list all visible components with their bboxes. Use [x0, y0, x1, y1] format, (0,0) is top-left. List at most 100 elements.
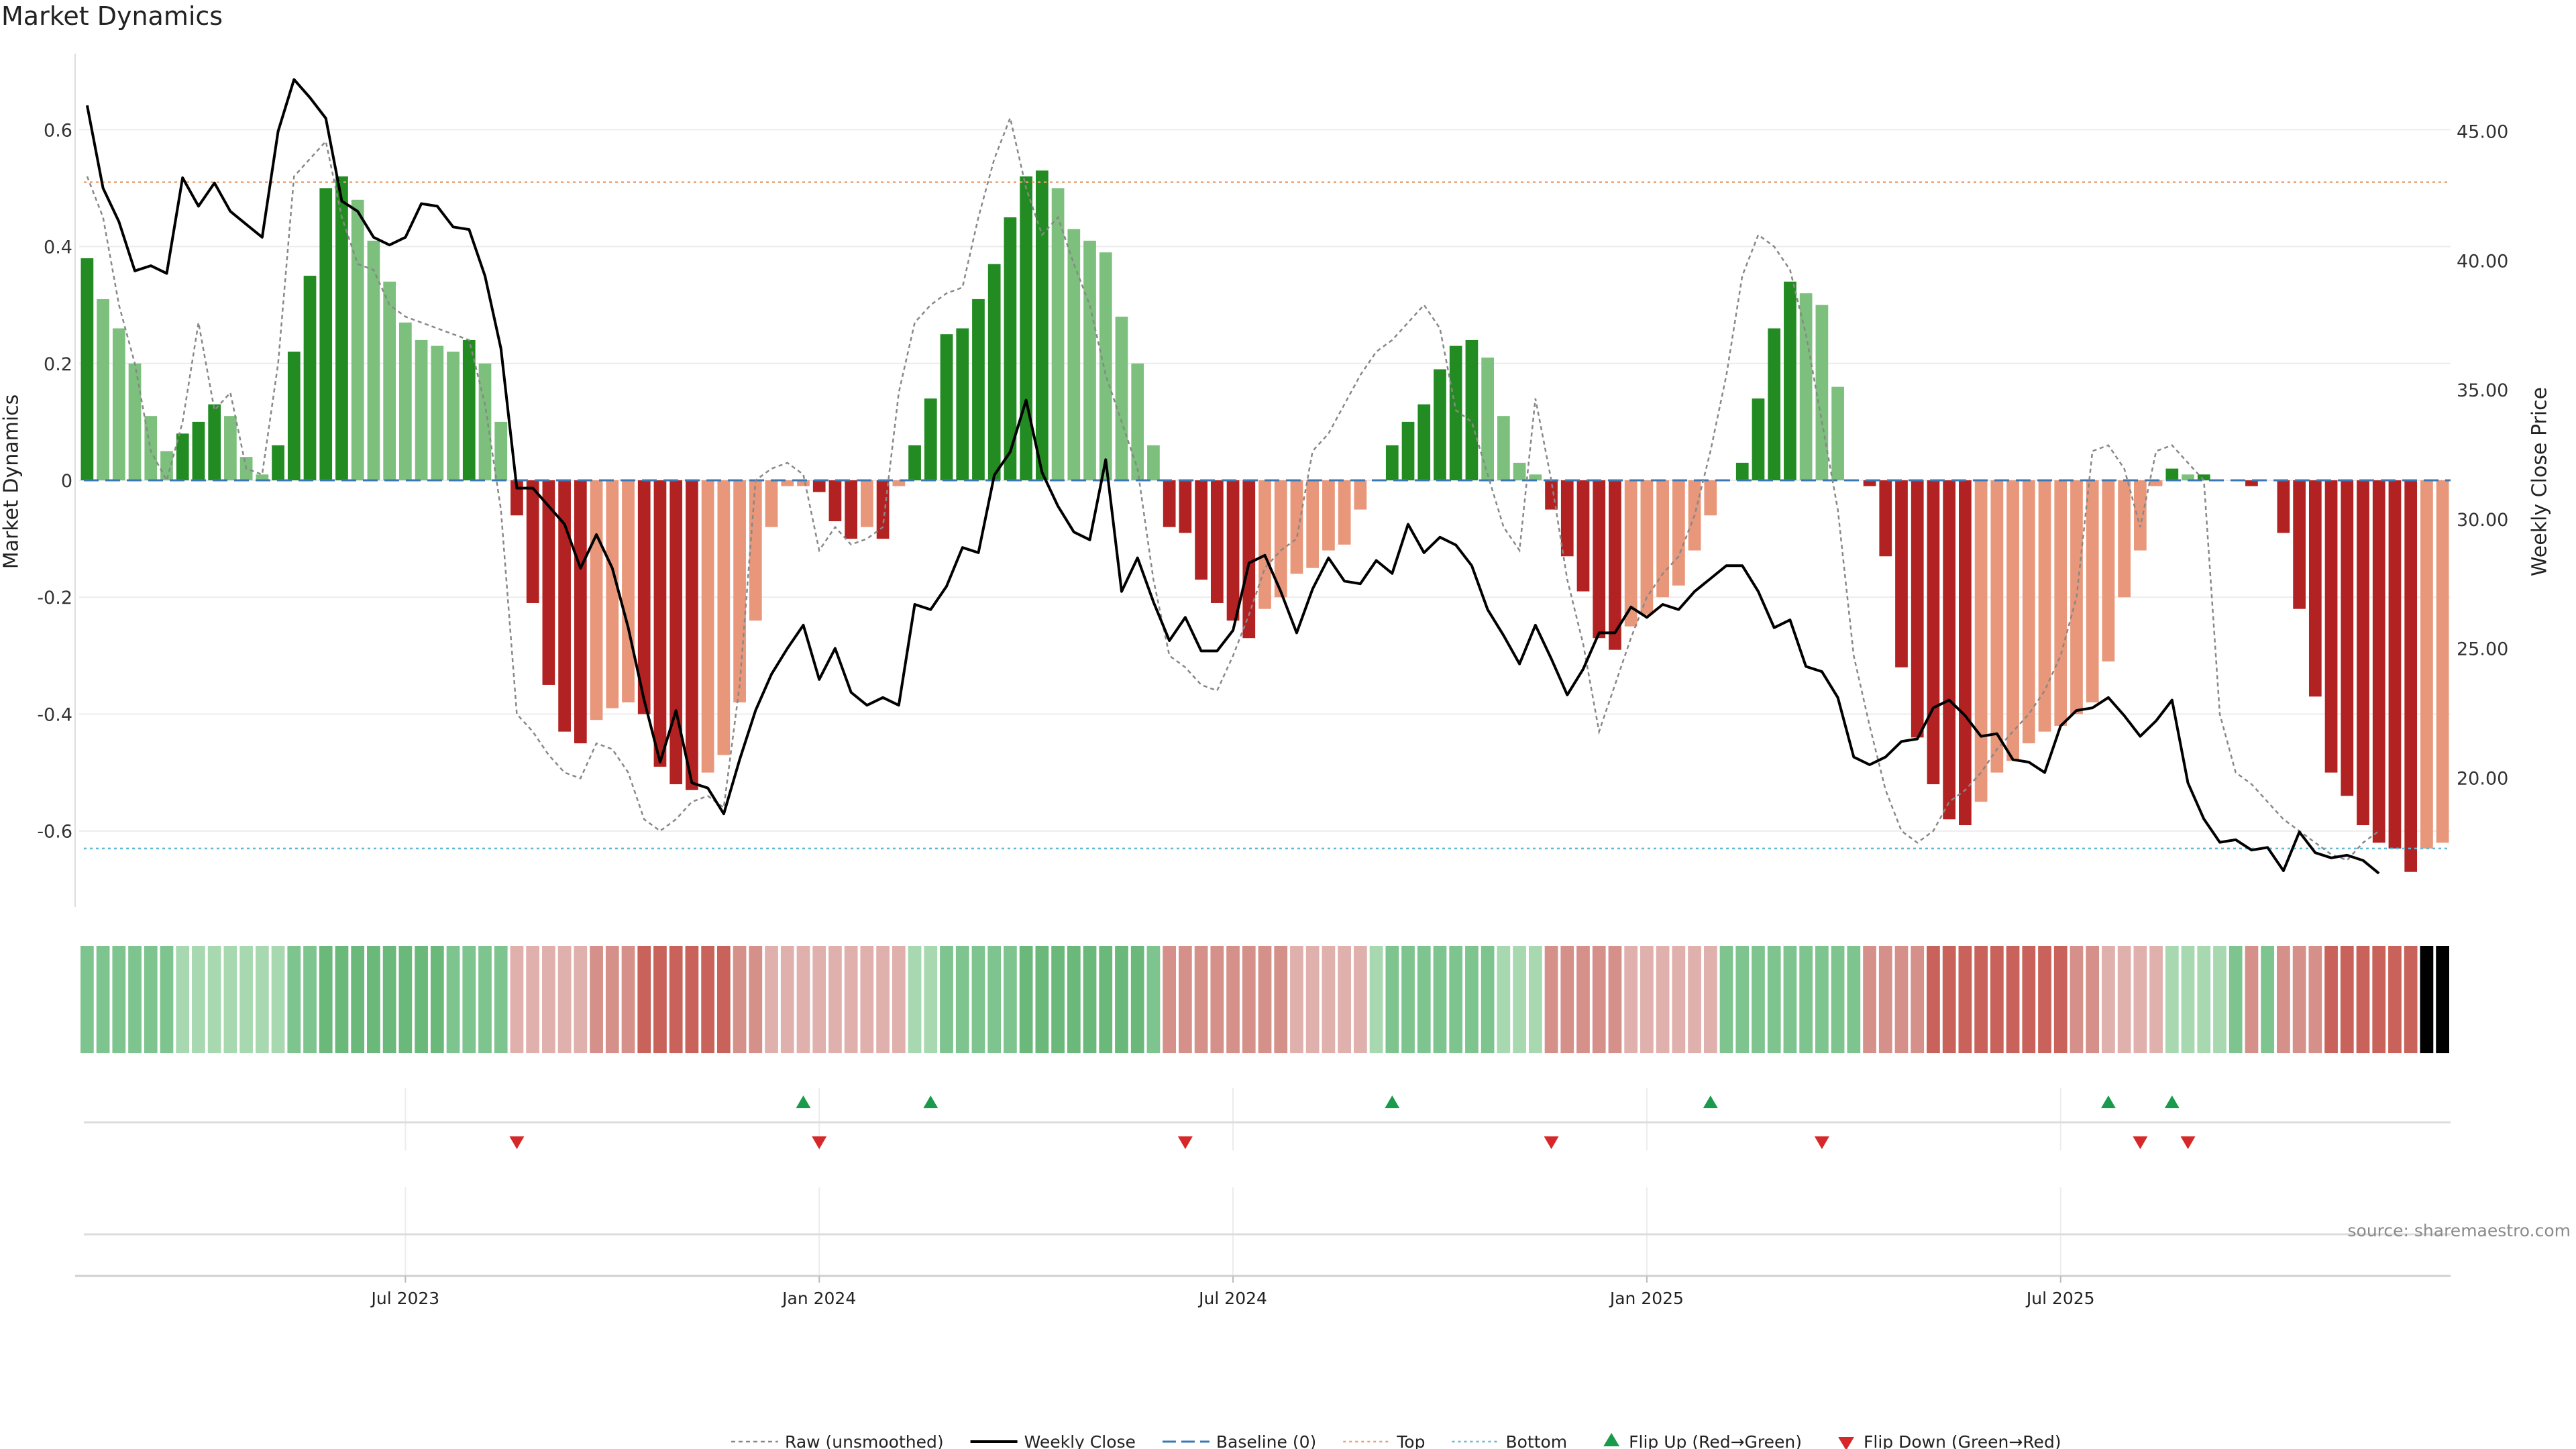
bar: [1704, 480, 1717, 516]
regime-cell: [1640, 946, 1654, 1053]
regime-cell: [128, 946, 142, 1053]
bar: [1099, 252, 1112, 480]
bar: [1417, 404, 1431, 480]
y-tick-label: -0.2: [37, 588, 72, 608]
bar: [1083, 240, 1096, 480]
regime-cell: [2181, 946, 2195, 1053]
regime-cell: [223, 946, 237, 1053]
bar: [2308, 480, 2322, 697]
regime-cell: [780, 946, 794, 1053]
flip-up-marker: [796, 1095, 811, 1108]
regime-cell: [1385, 946, 1399, 1053]
regime-cell: [574, 946, 588, 1053]
bar: [335, 176, 348, 480]
bar: [1529, 474, 1542, 480]
regime-cell: [2070, 946, 2084, 1053]
regime-cell: [2261, 946, 2275, 1053]
bar: [2102, 480, 2115, 662]
bar: [908, 445, 921, 480]
regime-cell: [1019, 946, 1033, 1053]
regime-cell: [2308, 946, 2322, 1053]
regime-cell: [1194, 946, 1208, 1053]
bar: [431, 345, 444, 480]
y2-tick-label: 20.00: [2457, 768, 2508, 789]
bar: [1434, 369, 1446, 480]
bar: [606, 480, 619, 708]
x-tick-label: Jul 2023: [370, 1289, 439, 1308]
regime-cell: [653, 946, 667, 1053]
bar: [1497, 416, 1510, 480]
regime-cell: [1401, 946, 1415, 1053]
bar: [80, 258, 94, 480]
regime-cell: [637, 946, 651, 1053]
regime-cell: [1067, 946, 1081, 1053]
regime-cell: [1417, 946, 1431, 1053]
bar: [1051, 188, 1065, 480]
flip-down-marker: [509, 1136, 525, 1149]
bar: [1354, 480, 1367, 510]
flip-up-marker: [2164, 1095, 2180, 1108]
regime-cell: [2117, 946, 2131, 1053]
regime-cell: [1481, 946, 1495, 1053]
regime-cell: [1608, 946, 1622, 1053]
bar: [367, 240, 380, 480]
regime-cell: [2404, 946, 2418, 1053]
bar: [1306, 480, 1320, 568]
regime-cell: [1719, 946, 1733, 1053]
regime-cell: [1338, 946, 1351, 1053]
bar: [1959, 480, 1972, 826]
y-tick-label: 0.6: [44, 120, 72, 141]
y2-tick-label: 45.00: [2457, 122, 2508, 143]
x-tick-label: Jul 2024: [1197, 1289, 1267, 1308]
regime-cell: [2102, 946, 2115, 1053]
regime-cell: [2006, 946, 2020, 1053]
bar: [1020, 176, 1032, 480]
bar: [1863, 480, 1876, 486]
regime-cell: [669, 946, 683, 1053]
regime-cell: [1847, 946, 1861, 1053]
regime-cell: [351, 946, 365, 1053]
bar: [192, 421, 205, 480]
regime-cell: [1831, 946, 1845, 1053]
bar: [558, 480, 571, 732]
bar: [176, 433, 189, 480]
regime-cell: [287, 946, 301, 1053]
bar: [765, 480, 778, 527]
bar: [1879, 480, 1892, 557]
regime-cell: [908, 946, 922, 1053]
regime-cell: [1226, 946, 1240, 1053]
regime-cell: [828, 946, 842, 1053]
regime-cell: [2420, 946, 2434, 1053]
bar: [1067, 229, 1081, 480]
bar: [1226, 480, 1240, 621]
regime-cell: [2245, 946, 2259, 1053]
regime-cell: [2292, 946, 2306, 1053]
bar: [1195, 480, 1208, 580]
bar: [1576, 480, 1590, 592]
regime-cell: [1688, 946, 1701, 1053]
regime-cell: [796, 946, 810, 1053]
regime-cell: [1958, 946, 1972, 1053]
regime-cell: [96, 946, 110, 1053]
bar: [97, 299, 109, 480]
bar: [1131, 363, 1144, 480]
regime-cell: [1528, 946, 1542, 1053]
regime-cell: [1242, 946, 1256, 1053]
flip-up-marker: [923, 1095, 938, 1108]
bar: [669, 480, 683, 785]
legend-top-label: Top: [1396, 1432, 1425, 1449]
regime-cell: [733, 946, 747, 1053]
regime-cell: [1115, 946, 1128, 1053]
bar: [2245, 480, 2258, 486]
y-tick-label: -0.4: [37, 704, 72, 725]
regime-cell: [844, 946, 858, 1053]
bar: [319, 188, 333, 480]
legend-flip-down-symbol: [1838, 1437, 1855, 1449]
regime-cell: [1576, 946, 1590, 1053]
bar: [797, 480, 810, 486]
bar: [2182, 474, 2194, 480]
regime-cell: [255, 946, 269, 1053]
regime-cell: [924, 946, 938, 1053]
bar: [956, 328, 969, 480]
